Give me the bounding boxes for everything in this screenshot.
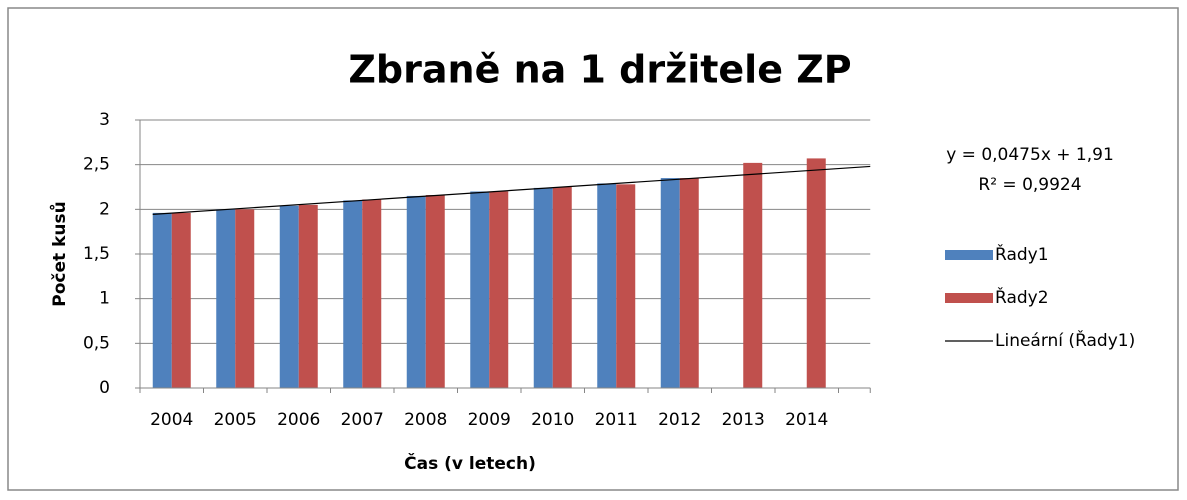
- legend-label: Řady2: [995, 286, 1049, 308]
- bar: [425, 195, 445, 388]
- y-tick-label: 2: [99, 199, 110, 219]
- y-tick-label: 1: [99, 289, 110, 309]
- y-tick-label: 0: [99, 378, 110, 398]
- y-tick-label: 0,5: [83, 333, 110, 353]
- x-tick-label: 2005: [214, 410, 257, 430]
- bar: [470, 191, 490, 388]
- bar: [806, 158, 826, 388]
- y-tick-label: 1,5: [83, 244, 110, 264]
- trendline-r2: R² = 0,9924: [978, 175, 1081, 195]
- x-tick-label: 2013: [722, 410, 765, 430]
- bar: [533, 187, 553, 388]
- x-axis-label: Čas (v letech): [404, 452, 536, 474]
- bar: [679, 178, 699, 388]
- legend-label: Řady1: [995, 243, 1049, 265]
- legend-swatch: [945, 250, 993, 260]
- legend-swatch: [945, 293, 993, 303]
- trendline: [152, 165, 871, 216]
- bar: [362, 199, 382, 388]
- bar: [343, 200, 363, 388]
- x-tick-label: 2011: [595, 410, 638, 430]
- x-tick-label: 2004: [150, 410, 193, 430]
- bar: [216, 209, 236, 388]
- x-tick-label: 2014: [785, 410, 828, 430]
- bar: [616, 184, 636, 388]
- y-axis-label: Počet kusů: [48, 201, 70, 306]
- bar: [597, 183, 617, 388]
- chart-frame: [7, 7, 1179, 491]
- bar: [298, 204, 318, 388]
- y-tick-label: 2,5: [83, 155, 110, 175]
- bar: [152, 212, 172, 388]
- y-tick-label: 3: [99, 110, 110, 130]
- legend-label: Lineární (Řady1): [995, 329, 1135, 351]
- bar: [489, 191, 509, 388]
- x-tick-label: 2010: [531, 410, 574, 430]
- bar: [552, 187, 572, 388]
- bar: [660, 178, 680, 388]
- x-tick-label: 2006: [277, 410, 320, 430]
- bar: [171, 212, 191, 388]
- bar: [743, 162, 763, 388]
- x-tick-label: 2009: [468, 410, 511, 430]
- x-tick-label: 2008: [404, 410, 447, 430]
- bar: [406, 195, 426, 388]
- x-tick-label: 2012: [658, 410, 701, 430]
- bar: [279, 205, 299, 388]
- x-tick-label: 2007: [341, 410, 384, 430]
- chart-title: Zbraně na 1 držitele ZP: [348, 48, 851, 92]
- trendline-equation: y = 0,0475x + 1,91: [946, 145, 1114, 165]
- bar: [235, 209, 255, 388]
